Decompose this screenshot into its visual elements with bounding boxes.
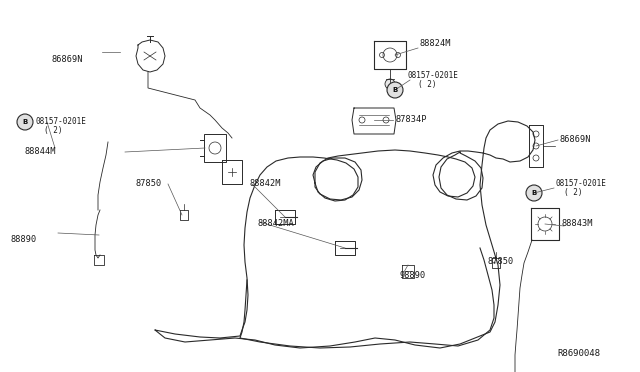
Text: 88843M: 88843M [562,219,593,228]
Text: 87850: 87850 [488,257,515,266]
Text: 88842MA: 88842MA [258,219,295,228]
Text: 87850: 87850 [136,180,162,189]
Text: B: B [531,190,536,196]
Text: 88890: 88890 [11,235,37,244]
Text: 88824M: 88824M [420,39,451,48]
Text: 87834P: 87834P [396,115,428,125]
Text: 86869N: 86869N [560,135,591,144]
Text: B: B [392,87,397,93]
Text: 88842M: 88842M [250,180,282,189]
Text: 08157-0201E: 08157-0201E [408,71,459,80]
Text: ( 2): ( 2) [44,126,63,135]
Circle shape [387,82,403,98]
Circle shape [526,185,542,201]
Circle shape [17,114,33,130]
Text: ( 2): ( 2) [418,80,436,90]
Text: B: B [22,119,28,125]
Text: 88844M: 88844M [24,148,56,157]
Circle shape [385,79,395,89]
Text: R8690048: R8690048 [557,350,600,359]
Bar [204,134,226,162]
Text: ( 2): ( 2) [564,189,582,198]
Text: 86869N: 86869N [51,55,83,64]
Text: 08157-0201E: 08157-0201E [555,180,606,189]
Text: 98890: 98890 [400,270,426,279]
Text: 08157-0201E: 08157-0201E [35,118,86,126]
